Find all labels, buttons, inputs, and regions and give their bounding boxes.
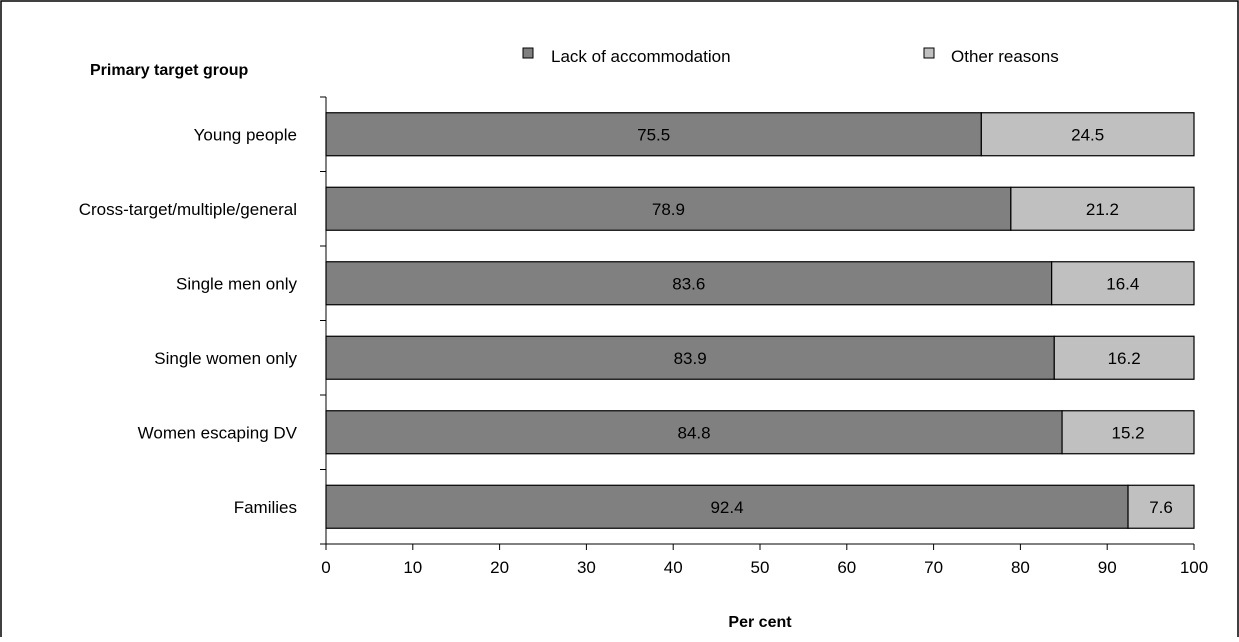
x-tick-label: 10 [403,558,422,577]
bar-segment-lack-of-accommodation [325,410,1063,455]
x-tick-label: 30 [577,558,596,577]
bar-segment-other-reasons [1127,484,1195,529]
x-tick-label: 70 [924,558,943,577]
bar-segment-other-reasons [1051,261,1195,306]
bars-group: 75.5 24.5 78.9 21.2 83.6 16.4 83.9 16.2 84.8 15.2… [325,112,1195,529]
x-axis-title: Per cent [728,614,792,631]
data-label: 16.2 [1108,349,1141,368]
data-label: 21.2 [1086,200,1119,219]
data-label: 78.9 [652,200,685,219]
category-label: Families [234,498,297,517]
bar-segment-other-reasons [1010,186,1195,231]
data-label: 83.6 [672,274,705,293]
bar-segment-other-reasons [1053,335,1195,380]
bar-segment-lack-of-accommodation [325,335,1055,380]
x-tick-label: 40 [664,558,683,577]
category-label: Young people [194,125,297,144]
x-tick-label: 90 [1098,558,1117,577]
bar-segment-other-reasons [980,112,1195,157]
legend-swatch-lack-of-accommodation [522,47,534,59]
bar-segment-other-reasons [1061,410,1195,455]
x-tick-label: 80 [1011,558,1030,577]
data-label: 15.2 [1111,423,1144,442]
axes-group: Young people Cross-target/multiple/genera… [79,96,1208,577]
x-tick-label: 20 [490,558,509,577]
category-label: Single men only [176,274,297,293]
x-tick-label: 60 [837,558,856,577]
x-tick-label: 50 [751,558,770,577]
data-label: 75.5 [637,125,670,144]
category-label: Cross-target/multiple/general [79,200,297,219]
data-label: 92.4 [710,498,743,517]
data-label: 84.8 [677,423,710,442]
data-label: 83.9 [674,349,707,368]
x-tick-label: 100 [1180,558,1208,577]
bar-segment-lack-of-accommodation [325,261,1053,306]
x-tick-label: 0 [321,558,330,577]
legend-swatch-other-reasons [923,47,935,59]
data-label: 16.4 [1106,274,1139,293]
legend-label-lack-of-accommodation: Lack of accommodation [551,47,731,66]
data-label: 24.5 [1071,125,1104,144]
legend-label-other-reasons: Other reasons [951,47,1059,66]
legend: Lack of accommodation Other reasons [522,47,1059,66]
y-axis-title: Primary target group [90,62,248,79]
category-label: Single women only [154,349,297,368]
data-label: 7.6 [1149,498,1173,517]
category-label: Women escaping DV [138,423,298,442]
